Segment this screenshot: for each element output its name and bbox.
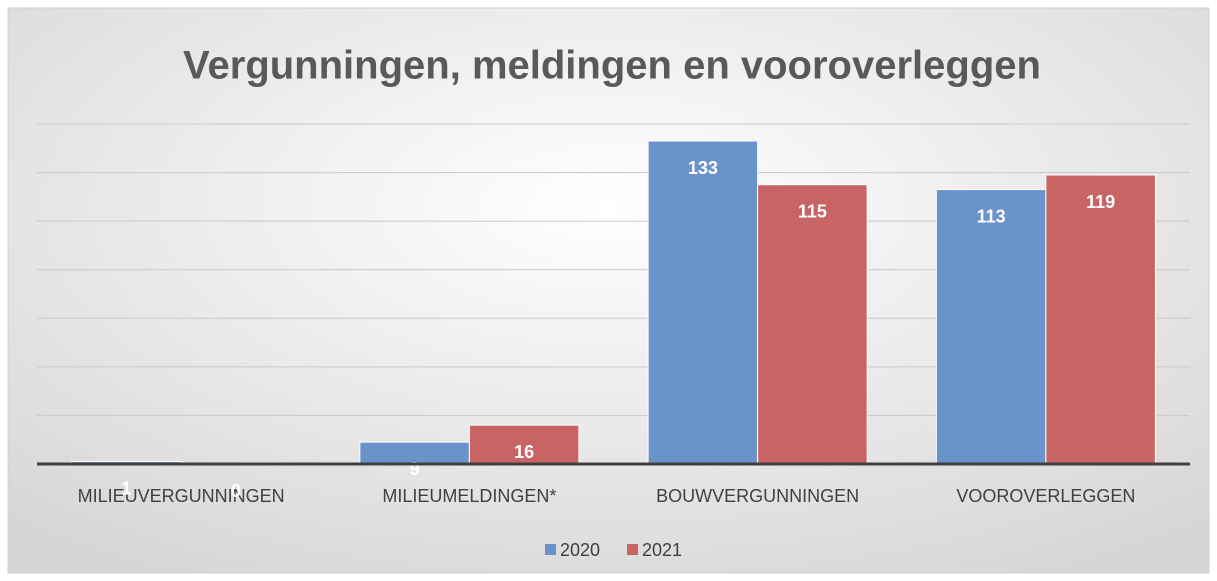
chart-title: Vergunningen, meldingen en vooroverlegge… [183, 44, 1041, 88]
data-label: 1 [121, 478, 131, 498]
x-tick-label: VOOROVERLEGGEN [956, 486, 1135, 506]
data-label: 113 [977, 206, 1006, 226]
bar [757, 184, 868, 465]
data-label: 115 [798, 201, 827, 221]
bar [935, 189, 1047, 465]
bar [647, 140, 759, 465]
data-label: 9 [410, 459, 420, 479]
legend-swatch [627, 544, 638, 555]
bar [468, 424, 580, 465]
data-label: 16 [514, 442, 534, 462]
legend-label: 2020 [560, 540, 600, 560]
x-tick-label: BOUWVERGUNNINGEN [656, 486, 859, 506]
x-tick-label: MILIEUMELDINGEN* [382, 486, 556, 506]
data-label: 0 [231, 481, 241, 501]
x-tick-label: MILIEUVERGUNNINGEN [78, 486, 285, 506]
legend-swatch [545, 544, 556, 555]
bar [1045, 174, 1156, 465]
legend-label: 2021 [642, 540, 682, 560]
data-label: 133 [688, 158, 718, 178]
data-label: 119 [1086, 192, 1115, 212]
